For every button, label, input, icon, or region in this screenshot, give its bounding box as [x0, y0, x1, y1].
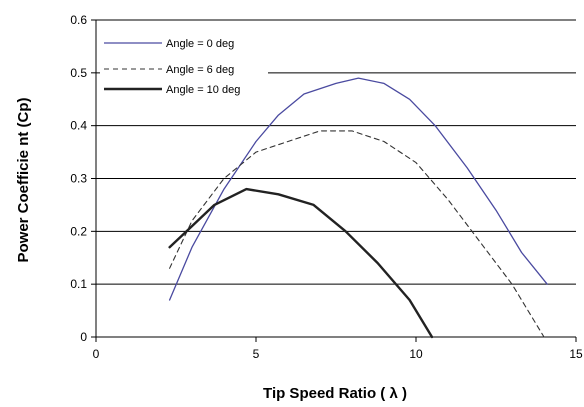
- y-tick-label-4: 0.4: [70, 119, 87, 133]
- y-tick-label-3: 0.3: [70, 172, 87, 186]
- y-tick-label-5: 0.5: [70, 66, 87, 80]
- x-tick-label-1: 5: [253, 347, 260, 361]
- series-line-2: [168, 187, 434, 339]
- x-tick-label-2: 10: [409, 347, 423, 361]
- series-line-1: [169, 130, 545, 338]
- x-tick-label-0: 0: [93, 347, 100, 361]
- series-lines: [168, 77, 548, 339]
- series-line-0: [168, 77, 548, 301]
- y-axis-title: Power Coefficie nt (Cp): [15, 97, 32, 262]
- legend-label-angle-0: Angle = 0 deg: [166, 38, 234, 50]
- axes: 0 0.1 0.2 0.3 0.4 0.5 0.6 0 5 10 15: [70, 13, 583, 361]
- legend-background: [100, 30, 268, 96]
- x-axis-title: Tip Speed Ratio ( λ ): [263, 385, 407, 402]
- legend: Angle = 0 deg Angle = 6 deg Angle = 10 d…: [100, 30, 268, 96]
- y-tick-label-1: 0.1: [70, 277, 87, 291]
- y-tick-label-2: 0.2: [70, 224, 87, 238]
- x-tick-label-3: 15: [569, 347, 583, 361]
- legend-label-angle-6: Angle = 6 deg: [166, 64, 234, 76]
- legend-label-angle-10: Angle = 10 deg: [166, 84, 240, 96]
- y-tick-label-6: 0.6: [70, 13, 87, 27]
- y-tick-label-0: 0: [80, 330, 87, 344]
